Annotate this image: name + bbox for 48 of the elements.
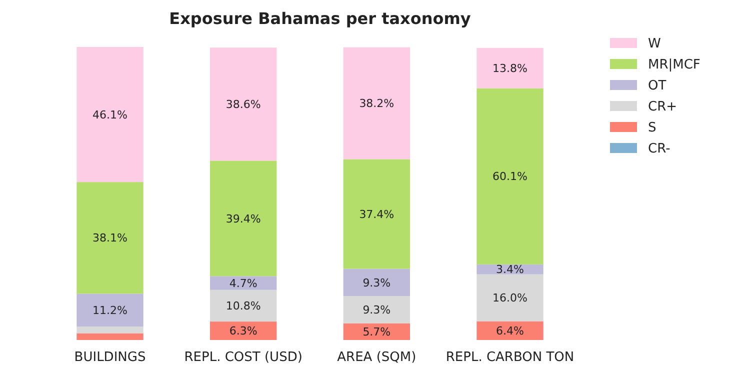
x-tick-label: REPL. COST (USD) [184, 350, 302, 365]
data-label: 9.3% [362, 276, 391, 290]
data-label: 39.4% [226, 212, 261, 226]
bar [210, 322, 277, 340]
bar [76, 47, 144, 182]
data-label: 16.0% [492, 292, 528, 305]
bar [210, 290, 277, 322]
bar [76, 326, 144, 334]
data-label: 3.4% [496, 263, 524, 276]
bar [476, 48, 544, 88]
bar [476, 88, 544, 264]
x-tick-label: REPL. CARBON TON [446, 350, 574, 365]
legend-label: CR- [648, 142, 671, 157]
data-label: 4.7% [229, 276, 258, 290]
data-label: 13.8% [492, 62, 528, 75]
data-label: 5.7% [362, 326, 391, 338]
bar [343, 268, 410, 296]
bar [343, 323, 410, 340]
data-label: 9.3% [362, 304, 391, 317]
legend-label: CR+ [648, 100, 678, 115]
data-label: 38.6% [226, 98, 261, 111]
bar [343, 296, 410, 324]
x-tick-label: AREA (SQM) [337, 350, 416, 365]
bar [476, 274, 544, 322]
legend-label: OT [648, 78, 666, 94]
bar [210, 160, 277, 276]
bar [476, 321, 544, 340]
data-label: 37.4% [359, 208, 394, 221]
data-label: 6.4% [496, 324, 524, 338]
bar [210, 48, 277, 161]
bar [343, 47, 410, 160]
data-label: 60.1% [492, 170, 528, 184]
bar [210, 276, 277, 290]
bar [76, 333, 144, 340]
legend-label: MR|MCF [648, 58, 700, 73]
legend-label: S [648, 120, 656, 136]
x-tick-label: BUILDINGS [74, 350, 146, 365]
legend-label: W [648, 36, 661, 52]
data-label: 38.1% [92, 232, 128, 245]
bar [76, 182, 144, 294]
data-label: 6.3% [229, 324, 258, 338]
data-label: 11.2% [92, 304, 128, 317]
data-label: 46.1% [92, 108, 128, 122]
chart-title: Exposure Bahamas per taxonomy [169, 9, 472, 28]
data-label: 38.2% [359, 97, 394, 110]
data-label: 10.8% [226, 300, 261, 313]
bar [343, 159, 410, 269]
bar [76, 294, 144, 327]
